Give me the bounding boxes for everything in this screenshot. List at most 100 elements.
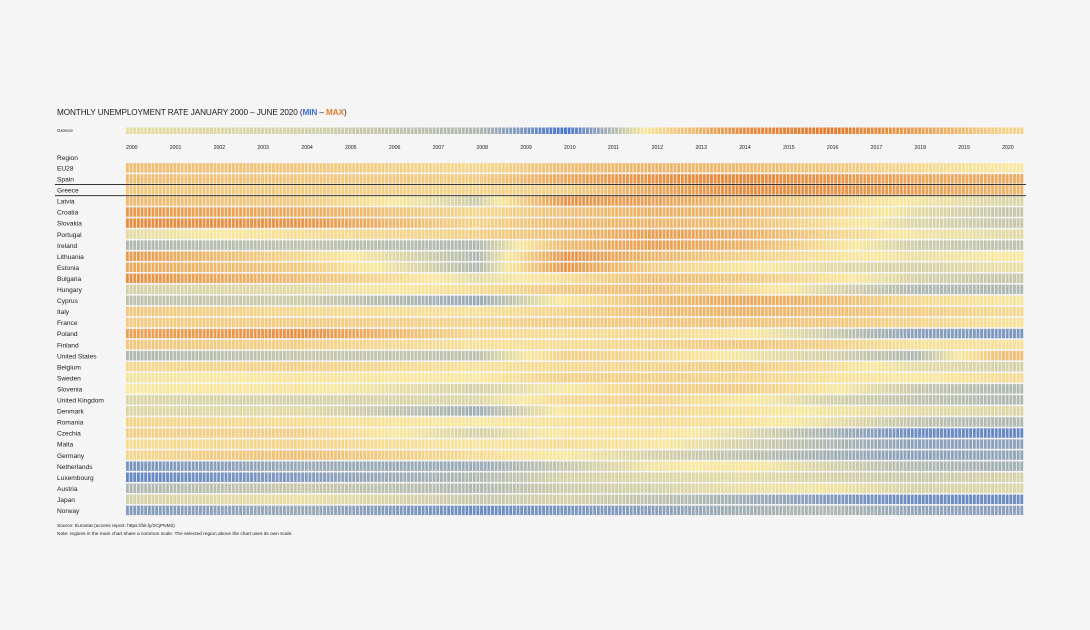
heatmap-cell: [129, 373, 133, 383]
heatmap-cell: [739, 174, 743, 184]
heatmap-cell: [980, 284, 984, 295]
heatmap-cell: [257, 273, 261, 284]
heatmap-cell: [224, 339, 228, 350]
heatmap-cell: [454, 317, 458, 328]
heatmap-cell: [180, 262, 184, 272]
heatmap-cell: [297, 317, 301, 328]
heatmap-cell: [899, 207, 903, 217]
heatmap-row[interactable]: [126, 295, 1024, 306]
heatmap-cell: [341, 251, 345, 261]
heatmap-cell: [980, 218, 984, 228]
heatmap-cell: [319, 339, 323, 350]
heatmap-cell: [509, 185, 513, 195]
heatmap-cell: [1002, 273, 1005, 284]
selected-region-cell: [421, 127, 425, 134]
heatmap-cell: [458, 328, 462, 339]
heatmap-row[interactable]: [126, 328, 1024, 339]
heatmap-cell: [775, 229, 779, 239]
heatmap-cell: [644, 295, 648, 306]
heatmap-cell: [680, 339, 684, 350]
heatmap-row[interactable]: [126, 218, 1024, 228]
heatmap-row[interactable]: [126, 317, 1024, 328]
heatmap-cell: [699, 273, 702, 284]
heatmap-cell: [994, 339, 998, 350]
year-tick-label: 2001: [170, 145, 182, 151]
heatmap-row[interactable]: [126, 339, 1024, 350]
heatmap-cell: [731, 229, 735, 239]
heatmap-row[interactable]: [126, 174, 1024, 184]
heatmap-cell: [808, 306, 812, 317]
heatmap-cell: [648, 240, 651, 250]
heatmap-cell: [753, 306, 757, 317]
heatmap-row[interactable]: [126, 240, 1024, 250]
heatmap-cell: [845, 306, 848, 317]
heatmap-cell: [476, 229, 480, 239]
heatmap-cell: [739, 218, 743, 228]
heatmap-cell: [1005, 317, 1009, 328]
heatmap-cell: [575, 295, 578, 306]
heatmap-row[interactable]: [126, 196, 1024, 206]
heatmap-cell: [469, 317, 472, 328]
heatmap-cell: [239, 262, 243, 272]
heatmap-cell: [436, 362, 440, 372]
heatmap-cell: [491, 174, 494, 184]
heatmap-cell: [615, 229, 618, 239]
heatmap-cell: [450, 339, 454, 350]
heatmap-cell: [852, 273, 856, 284]
heatmap-cell: [458, 306, 462, 317]
heatmap-cell: [308, 350, 312, 361]
heatmap-cell: [713, 163, 717, 173]
heatmap-row[interactable]: [126, 207, 1024, 217]
heatmap-cell: [691, 185, 695, 195]
heatmap-cell: [516, 229, 520, 239]
heatmap-cell: [337, 229, 341, 239]
heatmap-cell: [735, 362, 739, 372]
heatmap-cell: [907, 196, 911, 206]
heatmap-row[interactable]: [126, 350, 1024, 361]
heatmap-cell: [304, 251, 308, 261]
heatmap-cell: [961, 218, 965, 228]
heatmap-cell: [611, 174, 615, 184]
heatmap-cell: [553, 284, 556, 295]
heatmap-row[interactable]: [126, 373, 1024, 383]
heatmap-cell: [834, 240, 838, 250]
heatmap-cell: [826, 339, 830, 350]
heatmap-cell: [896, 339, 900, 350]
heatmap-cell: [848, 317, 852, 328]
heatmap-cell: [746, 218, 750, 228]
heatmap-cell: [126, 240, 129, 250]
heatmap-row[interactable]: [126, 306, 1024, 317]
heatmap-cell: [173, 229, 177, 239]
heatmap-cell: [275, 362, 279, 372]
heatmap-cell: [334, 196, 337, 206]
heatmap-cell: [991, 350, 994, 361]
heatmap-row[interactable]: [126, 284, 1024, 295]
heatmap-cell: [1016, 306, 1020, 317]
heatmap-cell: [323, 328, 326, 339]
heatmap-row[interactable]: [126, 262, 1024, 272]
heatmap-row[interactable]: [126, 185, 1024, 195]
heatmap-row[interactable]: [126, 251, 1024, 261]
heatmap-cell: [626, 229, 629, 239]
heatmap-row[interactable]: [126, 362, 1024, 372]
heatmap-cell: [414, 295, 418, 306]
heatmap-cell: [881, 284, 885, 295]
heatmap-cell: [768, 295, 772, 306]
heatmap-cell: [929, 295, 932, 306]
heatmap-cell: [972, 317, 976, 328]
heatmap-cell: [199, 207, 202, 217]
selected-region-label[interactable]: Greece: [57, 128, 73, 134]
heatmap-cell: [567, 207, 571, 217]
heatmap-row[interactable]: [126, 229, 1024, 239]
heatmap-cell: [976, 350, 980, 361]
heatmap-cell: [140, 174, 144, 184]
heatmap-row[interactable]: [126, 273, 1024, 284]
selected-region-cell: [819, 127, 823, 134]
heatmap-cell: [961, 339, 965, 350]
heatmap-cell: [929, 362, 932, 372]
heatmap-row[interactable]: [126, 163, 1024, 173]
heatmap-cell: [319, 174, 323, 184]
heatmap-cell: [976, 207, 980, 217]
heatmap-cell: [640, 207, 644, 217]
heatmap-cell: [129, 174, 133, 184]
